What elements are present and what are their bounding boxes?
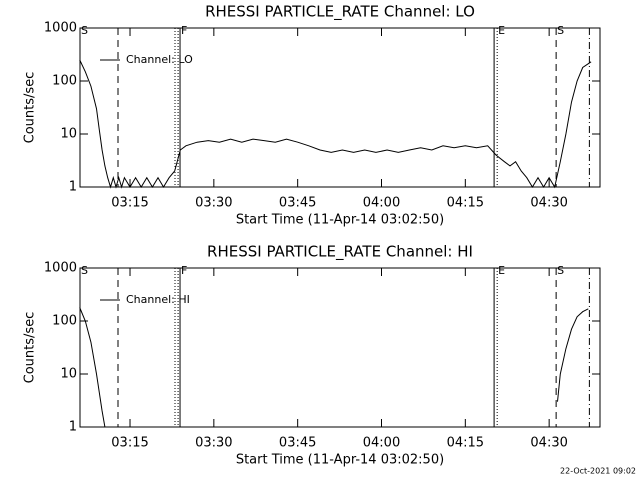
x-tick-label: 03:30 — [195, 196, 232, 211]
chart-title: RHESSI PARTICLE_RATE Channel: HI — [207, 243, 473, 262]
x-tick-label: 04:30 — [530, 436, 567, 451]
x-tick-label: 03:30 — [195, 436, 232, 451]
y-tick-label: 1 — [69, 420, 77, 435]
plot-frame — [79, 27, 601, 188]
x-tick-label: 04:15 — [447, 196, 484, 211]
x-tick-label: 03:15 — [111, 196, 148, 211]
data-line — [79, 59, 592, 189]
y-tick-label: 1 — [69, 180, 77, 195]
x-tick-label: 04:00 — [363, 196, 400, 211]
legend-label: Channel: HI — [126, 293, 190, 306]
y-tick-label: 1000 — [44, 261, 77, 276]
y-tick-label: 10 — [60, 127, 77, 142]
y-tick-label: 10 — [60, 367, 77, 382]
event-label: S — [81, 264, 88, 277]
event-label: F — [181, 264, 187, 277]
plot-frame — [79, 267, 601, 428]
x-tick-label: 04:15 — [447, 436, 484, 451]
x-tick-label: 04:00 — [363, 436, 400, 451]
y-tick-label: 100 — [52, 314, 77, 329]
x-tick-label: 03:45 — [279, 196, 316, 211]
data-line — [79, 307, 589, 428]
event-label: S — [557, 24, 564, 37]
x-axis-label: Start Time (11-Apr-14 03:02:50) — [236, 213, 444, 228]
y-tick-label: 1000 — [44, 21, 77, 36]
y-axis-label: Counts/sec — [23, 72, 38, 144]
x-tick-label: 03:15 — [111, 436, 148, 451]
chart-title: RHESSI PARTICLE_RATE Channel: LO — [205, 3, 475, 22]
y-axis-label: Counts/sec — [23, 312, 38, 384]
event-label: F — [181, 24, 187, 37]
event-label: S — [81, 24, 88, 37]
footer: 22-Oct-2021 09:02 — [560, 467, 636, 476]
y-tick-label: 100 — [52, 74, 77, 89]
x-axis-label: Start Time (11-Apr-14 03:02:50) — [236, 453, 444, 468]
legend-label: Channel: LO — [126, 53, 193, 66]
x-tick-label: 03:45 — [279, 436, 316, 451]
event-label: S — [557, 264, 564, 277]
x-tick-label: 04:30 — [530, 196, 567, 211]
event-label: E — [498, 24, 505, 37]
event-label: E — [498, 264, 505, 277]
